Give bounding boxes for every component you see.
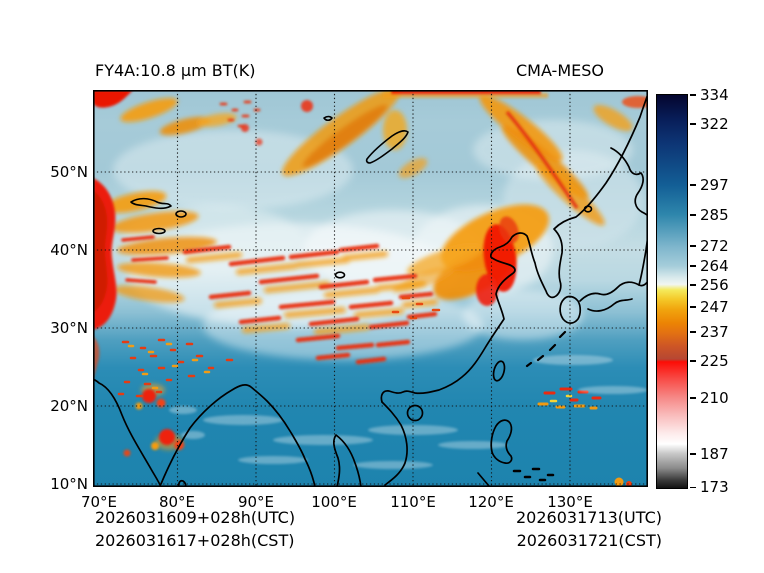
cold-cloud-orange-layer — [103, 87, 633, 450]
colorbar-tick-label: 225 — [700, 352, 729, 370]
colorbar-tick-label: 334 — [700, 86, 729, 104]
x-axis-tick-label: 70°E — [80, 493, 118, 511]
colorbar-tick — [690, 284, 696, 286]
bt-field-svg — [92, 87, 654, 488]
colorbar-tick-label: 272 — [700, 237, 729, 255]
colorbar-tick — [690, 331, 696, 333]
lake-outlines — [130, 115, 593, 279]
colorbar-tick — [690, 94, 696, 96]
colorbar-tick — [690, 397, 696, 399]
colorbar-tick-label: 173 — [700, 478, 729, 496]
x-axis-tick-label: 100°E — [311, 493, 357, 511]
y-axis-tick-label: 40°N — [50, 241, 88, 259]
x-axis-tick-label: 80°E — [158, 493, 196, 511]
map-border — [93, 90, 649, 487]
plot-title: FY4A:10.8 μm BT(K) — [95, 61, 256, 80]
model-title: CMA-MESO — [515, 61, 604, 80]
colorbar-tick — [690, 306, 696, 308]
colorbar-tick — [690, 265, 696, 267]
colorbar-tick-label: 247 — [700, 298, 729, 316]
x-axis-tick-label: 130°E — [547, 493, 593, 511]
colorbar-tick — [690, 214, 696, 216]
colorbar-tick-label: 237 — [700, 323, 729, 341]
colorbar-tick — [690, 453, 696, 455]
speckle-layer — [117, 296, 632, 487]
lat-lon-gridlines — [93, 90, 648, 487]
colorbar-tick-label: 187 — [700, 445, 729, 463]
colorbar-tick-label: 285 — [700, 206, 729, 224]
footer-valid-cst: 2026031721(CST) — [516, 531, 662, 550]
colorbar-tick — [690, 245, 696, 247]
map-plot — [92, 87, 654, 488]
colorbar-tick — [690, 123, 696, 125]
cold-cloud-red-layer — [93, 90, 654, 457]
x-axis-tick-label: 120°E — [468, 493, 514, 511]
x-axis-tick-label: 110°E — [390, 493, 436, 511]
footer-init-cst: 2026031617+028h(CST) — [95, 531, 295, 550]
colorbar-tick — [690, 184, 696, 186]
x-axis-tick-label: 90°E — [237, 493, 275, 511]
colorbar-tick — [690, 360, 696, 362]
colorbar-gradient — [656, 94, 688, 489]
footer-init-utc: 2026031609+028h(UTC) — [95, 508, 296, 527]
footer-valid-utc: 2026031713(UTC) — [516, 508, 662, 527]
colorbar-tick-label: 264 — [700, 257, 729, 275]
colorbar-tick-label: 322 — [700, 115, 729, 133]
colorbar-tick — [690, 486, 696, 489]
y-axis-tick-label: 30°N — [50, 319, 88, 337]
colorbar-tick-label: 210 — [700, 389, 729, 407]
coastlines — [92, 90, 650, 488]
y-axis-tick-label: 10°N — [50, 475, 88, 493]
colorbar-tick-label: 297 — [700, 176, 729, 194]
y-axis-tick-label: 20°N — [50, 397, 88, 415]
colorbar-tick-label: 256 — [700, 276, 729, 294]
y-axis-tick-label: 50°N — [50, 163, 88, 181]
